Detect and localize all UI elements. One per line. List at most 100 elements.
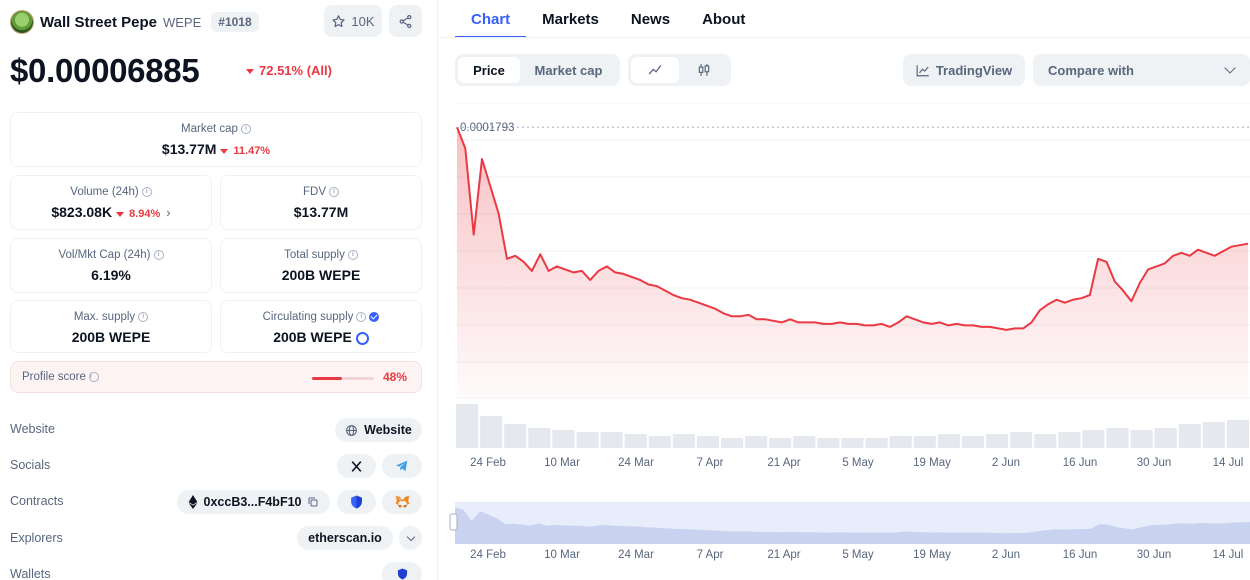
x-twitter-button[interactable] <box>337 454 376 478</box>
share-button[interactable] <box>389 5 422 37</box>
verified-icon <box>369 311 380 322</box>
circulating-supply-card: Circulating supply i 200B WEPE <box>220 300 422 353</box>
x-tick-label: 2 Jun <box>991 457 1021 469</box>
ethereum-icon <box>188 495 197 509</box>
tab-chart[interactable]: Chart <box>455 0 527 38</box>
volume-bar <box>913 436 936 448</box>
volume-bar <box>1202 422 1225 448</box>
market-cap-label: Market cap i <box>11 123 421 135</box>
trend-chart-icon <box>916 64 929 76</box>
volume-bar <box>986 434 1009 448</box>
x-tick-label: 16 Jun <box>1062 457 1098 469</box>
down-arrow-icon <box>220 148 229 154</box>
contract-address-button[interactable]: 0xccB3...F4bF10 <box>177 490 330 514</box>
watchlist-button[interactable]: 10K <box>324 5 382 37</box>
x-tick-label: 24 Mar <box>618 457 654 469</box>
chevron-right-icon: › <box>166 205 171 220</box>
x-tick-label: 21 Apr <box>767 457 801 469</box>
volume-bar <box>1178 424 1201 448</box>
info-icon[interactable]: i <box>347 249 358 260</box>
price-change-value: 72.51% (All) <box>259 63 332 78</box>
volume-bar <box>721 438 744 448</box>
tab-about[interactable]: About <box>702 11 746 28</box>
chart-type-toggle <box>628 54 731 86</box>
coin-symbol: WEPE <box>162 14 202 30</box>
price-change: 72.51% (All) <box>246 63 332 78</box>
explorer-dropdown-button[interactable] <box>399 526 422 550</box>
profile-score-track <box>312 377 374 380</box>
x-tick-label: 14 Jul <box>1212 457 1244 469</box>
contract-address: 0xccB3...F4bF10 <box>203 495 302 509</box>
x-tick-label: 16 Jun <box>1062 549 1098 561</box>
info-icon[interactable]: i <box>138 311 149 322</box>
copy-icon[interactable] <box>307 496 319 508</box>
tab-news[interactable]: News <box>630 11 671 28</box>
price-toggle[interactable]: Price <box>458 57 520 83</box>
high-price-label: 0.0001793 <box>460 122 514 134</box>
x-tick-label: 24 Feb <box>470 549 506 561</box>
info-icon[interactable]: i <box>153 249 164 260</box>
wallet-shield-icon <box>397 568 407 580</box>
x-tick-label: 2 Jun <box>991 549 1021 561</box>
fdv-value: $13.77M <box>293 204 349 220</box>
explorer-name: etherscan.io <box>308 531 382 545</box>
compare-with-dropdown[interactable]: Compare with <box>1033 54 1250 86</box>
candlestick-chart-button[interactable] <box>679 57 728 83</box>
x-tick-label: 10 Mar <box>544 457 580 469</box>
circulating-supply-label: Circulating supply i <box>221 311 421 323</box>
candlestick-icon <box>698 64 709 76</box>
volume-bar <box>504 424 527 448</box>
volume-bar <box>456 404 479 448</box>
volume-bar <box>624 434 647 448</box>
volume-bar <box>696 436 719 448</box>
volume-bar <box>961 436 984 448</box>
x-tick-label: 24 Mar <box>618 549 654 561</box>
website-button[interactable]: Website <box>335 418 422 442</box>
total-supply-value: 200B WEPE <box>281 267 361 283</box>
wallets-row-label: Wallets <box>10 567 51 580</box>
info-icon[interactable]: i <box>141 186 152 197</box>
volume-card[interactable]: Volume (24h) i $823.08K 8.94% › <box>10 175 212 230</box>
volume-bar <box>1010 432 1033 448</box>
coin-header: Wall Street Pepe WEPE #1018 <box>10 8 259 36</box>
volume-bar <box>1154 428 1177 448</box>
x-tick-label: 30 Jun <box>1136 457 1172 469</box>
profile-score-bar[interactable]: Profile score i 48% <box>10 361 422 393</box>
tabs-divider <box>438 37 1250 38</box>
market-cap-toggle[interactable]: Market cap <box>534 62 603 78</box>
tradingview-label: TradingView <box>935 62 1013 78</box>
tab-markets[interactable]: Markets <box>542 11 599 28</box>
info-icon[interactable]: i <box>88 371 99 382</box>
price-line <box>456 126 1249 331</box>
volume-change: 8.94% <box>129 208 161 220</box>
explorer-button[interactable]: etherscan.io <box>297 526 393 550</box>
navigator-left-handle[interactable] <box>449 513 458 531</box>
volume-bar <box>745 436 768 448</box>
info-icon[interactable]: i <box>356 311 367 322</box>
market-cap-change: 11.47% <box>233 145 271 157</box>
x-tick-label: 24 Feb <box>470 457 506 469</box>
chevron-down-icon <box>406 532 415 541</box>
wallet-button[interactable] <box>382 562 422 580</box>
x-tick-label: 7 Apr <box>696 457 724 469</box>
line-chart-button[interactable] <box>631 57 679 83</box>
tradingview-button[interactable]: TradingView <box>903 54 1025 86</box>
volume-bar <box>648 436 671 448</box>
market-cap-value: $13.77M 11.47% <box>161 141 271 157</box>
circulating-supply-value: 200B WEPE <box>221 329 421 345</box>
info-icon[interactable]: i <box>240 123 251 134</box>
x-tick-label: 7 Apr <box>696 549 724 561</box>
volume-bar <box>1058 432 1081 448</box>
profile-score-value: 48% <box>383 370 408 384</box>
telegram-button[interactable] <box>382 454 422 478</box>
price-chart[interactable]: 0.0001793 <box>455 103 1250 448</box>
metamask-button[interactable] <box>382 490 422 514</box>
info-icon[interactable]: i <box>329 186 339 197</box>
price-area <box>457 127 1248 398</box>
x-tick-label: 21 Apr <box>767 549 801 561</box>
range-navigator[interactable] <box>447 502 1250 544</box>
security-audit-button[interactable] <box>337 490 376 514</box>
volume-bar <box>1130 430 1153 448</box>
volume-bar <box>480 416 503 448</box>
volume-bar <box>769 438 792 448</box>
